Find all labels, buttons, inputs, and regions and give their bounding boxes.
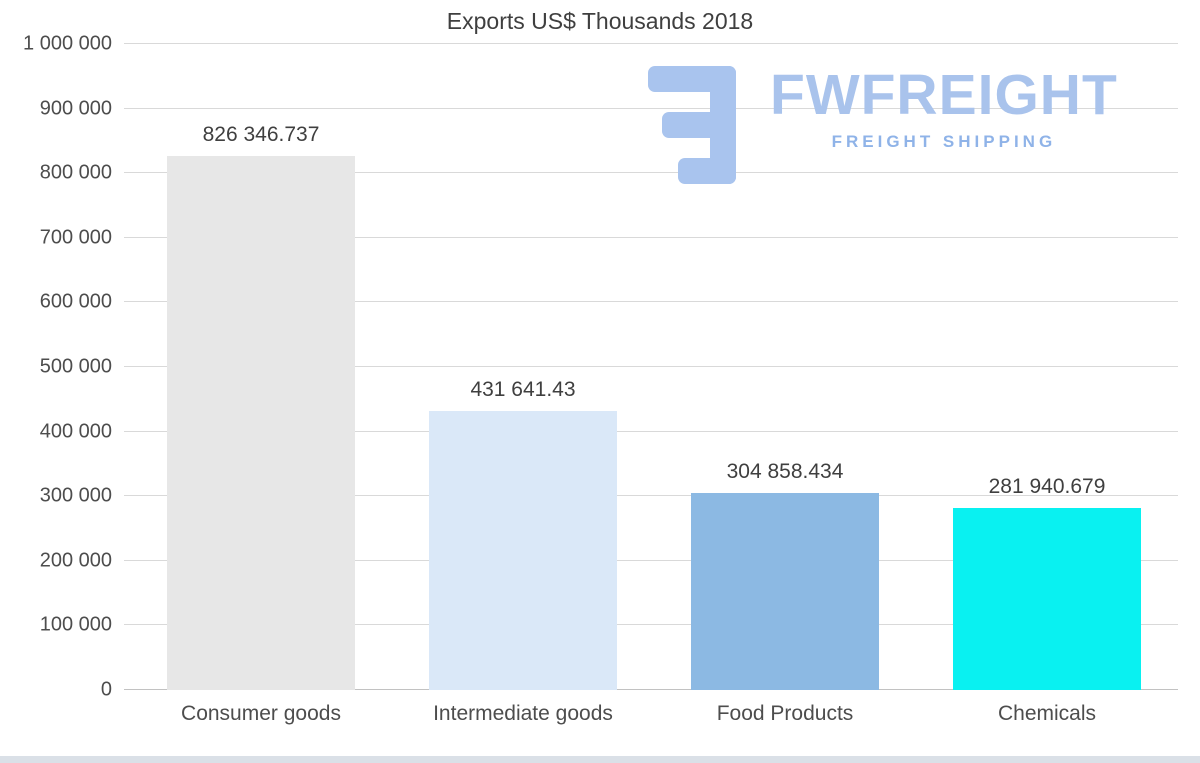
bar-column: 826 346.737: [130, 44, 392, 690]
y-tick-label: 300 000: [39, 484, 112, 507]
bar-column: 304 858.434: [654, 44, 916, 690]
y-tick-label: 200 000: [39, 549, 112, 572]
gridline: [124, 689, 1178, 690]
plot-area: 826 346.737 431 641.43 304 858.434 281 940.…: [124, 43, 1178, 690]
watermark-text: FWFREIGHT FREIGHT SHIPPING: [770, 63, 1118, 152]
gridline: [124, 301, 1178, 303]
value-label: 826 346.737: [202, 123, 320, 147]
watermark-brand: FWFREIGHT: [770, 63, 1118, 127]
value-label: 431 641.43: [470, 378, 576, 402]
gridline: [124, 495, 1178, 497]
y-tick-label: 500 000: [39, 355, 112, 378]
x-category-label: Intermediate goods: [433, 702, 613, 725]
gridline: [124, 43, 1178, 44]
watermark-tagline: FREIGHT SHIPPING: [831, 131, 1057, 151]
y-tick-label: 800 000: [39, 161, 112, 184]
gridline: [124, 172, 1178, 174]
gridline: [124, 366, 1178, 367]
x-axis-labels: Consumer goods Intermediate goods Food Pro…: [130, 702, 1178, 726]
x-category-label: Chemicals: [997, 702, 1097, 725]
y-axis: 0 100 000 200 000 300 000 400 000 500 000 600 …: [0, 33, 122, 701]
gridline: [124, 559, 1178, 561]
value-label: 281 940.679: [988, 474, 1106, 498]
fwfreight-logo-icon: [648, 66, 748, 189]
y-tick-label: 100 000: [39, 613, 112, 636]
bar: [428, 411, 618, 690]
y-tick-label: 700 000: [39, 226, 112, 249]
gridline: [124, 430, 1178, 432]
bar-column: 281 940.679: [916, 44, 1178, 690]
x-category-label: Food Products: [716, 702, 854, 725]
value-label: 304 858.434: [726, 460, 844, 484]
bar: [952, 507, 1142, 690]
gridline: [124, 236, 1178, 238]
y-tick-label: 400 000: [39, 420, 112, 443]
bottom-strip: [0, 756, 1200, 763]
bar-column: 431 641.43: [392, 44, 654, 690]
y-tick-label: 1 000 000: [23, 32, 112, 55]
x-category-label: Consumer goods: [181, 702, 341, 725]
gridline: [124, 624, 1178, 626]
gridlines: [124, 43, 1178, 690]
y-tick-label: 600 000: [39, 290, 112, 313]
gridline: [124, 107, 1178, 109]
y-tick-label: 900 000: [39, 97, 112, 120]
bars: 826 346.737 431 641.43 304 858.434 281 940.…: [130, 44, 1178, 690]
bar: [690, 493, 880, 690]
y-tick-label: 0: [100, 678, 112, 701]
bar: [166, 156, 356, 690]
chart-title: Exports US$ Thousands 2018: [446, 8, 754, 34]
watermark: FWFREIGHT FREIGHT SHIPPING: [648, 63, 1118, 189]
